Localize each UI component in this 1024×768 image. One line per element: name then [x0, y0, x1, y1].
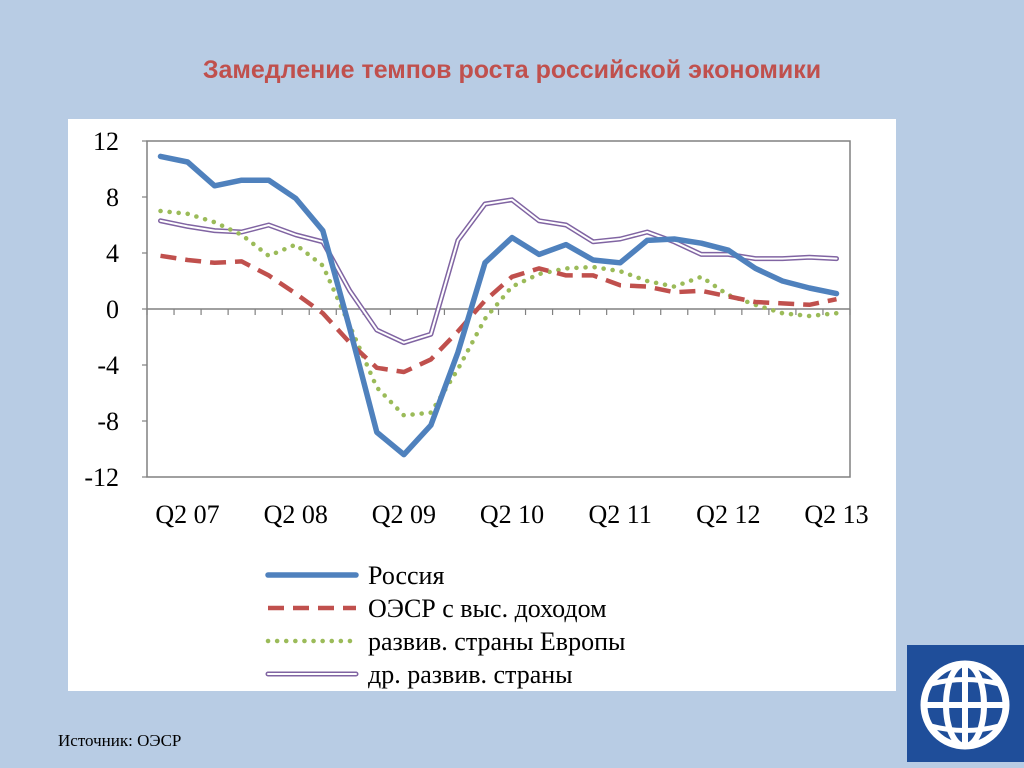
legend-label-other-emerging: др. развив. страны	[368, 660, 573, 689]
y-tick-label: 0	[106, 295, 119, 324]
x-tick-label: Q2 09	[372, 500, 436, 529]
series-line-other-emerging-inner	[159, 198, 838, 344]
world-bank-logo	[907, 645, 1024, 762]
y-tick-label: -12	[84, 463, 119, 492]
globe-icon	[920, 660, 1010, 750]
legend-label-oecd-high-income: ОЭСР с выс. доходом	[368, 594, 607, 623]
y-tick-label: 12	[93, 127, 119, 156]
series-line-oecd-high-income	[160, 253, 837, 375]
legend-label-emerging-europe: развив. страны Европы	[368, 627, 625, 656]
x-tick-label: Q2 07	[155, 500, 219, 529]
chart-panel: 12 8 4 0 -4 -8 -12 Q2 07 Q2 08 Q2 09 Q2 10 Q2 11 Q2 …	[68, 119, 896, 691]
y-tick-label: -4	[97, 351, 119, 380]
y-tick-label: -8	[97, 407, 119, 436]
series-line-russia	[157, 153, 840, 458]
x-tick-label: Q2 10	[480, 500, 544, 529]
x-tick-label: Q2 11	[589, 500, 652, 529]
x-tick-label: Q2 12	[696, 500, 760, 529]
x-tick-label: Q2 08	[264, 500, 328, 529]
series-line-emerging-europe	[158, 208, 839, 418]
line-chart: 12 8 4 0 -4 -8 -12 Q2 07 Q2 08 Q2 09 Q2 10 Q2 11 Q2 …	[84, 127, 868, 689]
source-note: Источник: ОЭСР	[58, 731, 182, 750]
x-tick-label: Q2 13	[804, 500, 868, 529]
y-tick-label: 8	[106, 183, 119, 212]
y-tick-label: 4	[106, 239, 119, 268]
slide-title: Замедление темпов роста российской эконо…	[202, 56, 822, 84]
legend-label-russia: Россия	[368, 561, 444, 590]
